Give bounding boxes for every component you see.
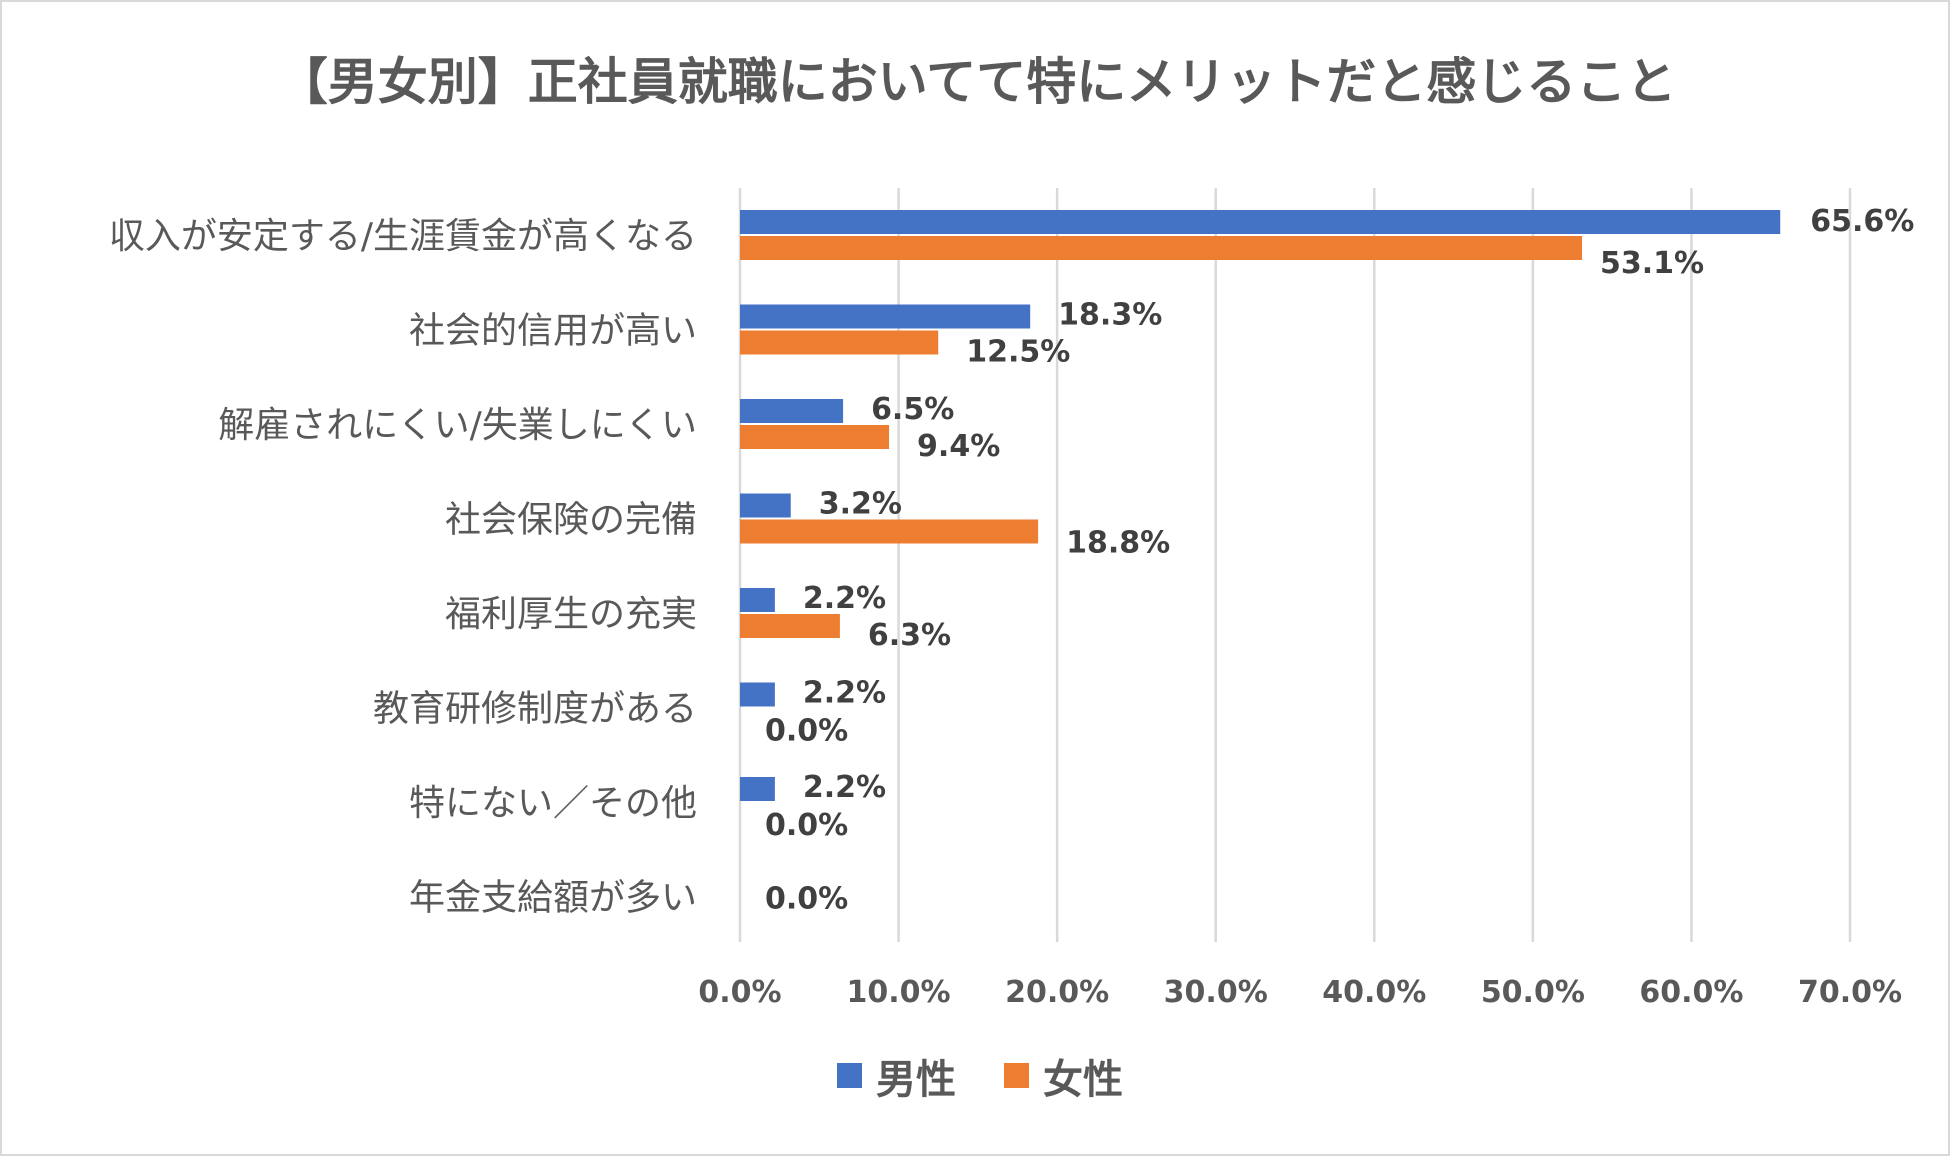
female-data-label: 0.0%: [765, 808, 848, 843]
male-bar: [740, 588, 775, 612]
male-legend-swatch: [837, 1063, 862, 1088]
x-tick-label: 20.0%: [1005, 975, 1109, 1010]
male-data-label: 2.2%: [803, 676, 886, 711]
female-data-label: 0.0%: [765, 714, 848, 749]
category-label: 福利厚生の充実: [445, 594, 697, 635]
female-data-label: 6.3%: [868, 618, 951, 653]
x-tick-label: 70.0%: [1798, 975, 1902, 1010]
male-data-label: 3.2%: [819, 487, 902, 522]
category-label: 特にない／その他: [409, 783, 697, 824]
male-data-label: 6.5%: [871, 392, 954, 427]
male-bar: [740, 304, 1031, 329]
male-data-label: 65.6%: [1810, 204, 1914, 239]
male-bar: [740, 210, 1781, 234]
category-label: 年金支給額が多い: [409, 878, 697, 919]
female-bar: [740, 236, 1583, 260]
female-bar: [740, 425, 890, 449]
category-label: 社会的信用が高い: [409, 311, 697, 352]
male-data-label: 2.2%: [803, 581, 886, 616]
male-bar: [740, 777, 775, 801]
female-bar: [740, 519, 1039, 544]
male-bar: [740, 399, 844, 423]
category-label: 解雇されにくい/失業しにくい: [218, 405, 697, 446]
x-tick-label: 30.0%: [1164, 975, 1268, 1010]
female-data-label: 0.0%: [765, 882, 848, 917]
female-data-label: 18.8%: [1066, 526, 1170, 561]
female-data-label: 9.4%: [917, 429, 1000, 464]
female-bar: [740, 330, 939, 355]
male-bar: [740, 493, 791, 518]
chart-title: 【男女別】正社員就職においてて特にメリットだと感じること: [278, 53, 1677, 111]
category-label: 社会保険の完備: [445, 500, 697, 541]
female-data-label: 12.5%: [966, 335, 1070, 370]
male-legend-label: 男性: [876, 1057, 956, 1103]
male-bar: [740, 682, 775, 707]
x-tick-label: 50.0%: [1481, 975, 1585, 1010]
x-tick-label: 60.0%: [1639, 975, 1743, 1010]
category-label: 収入が安定する/生涯賃金が高くなる: [109, 216, 697, 257]
x-tick-label: 10.0%: [847, 975, 951, 1010]
female-legend-label: 女性: [1043, 1057, 1123, 1103]
x-tick-label: 0.0%: [698, 975, 781, 1010]
x-tick-label: 40.0%: [1322, 975, 1426, 1010]
male-data-label: 2.2%: [803, 770, 886, 805]
category-label: 教育研修制度がある: [373, 689, 697, 730]
female-data-label: 53.1%: [1600, 246, 1704, 281]
male-data-label: 18.3%: [1058, 298, 1162, 333]
female-legend-swatch: [1004, 1063, 1029, 1088]
female-bar: [740, 614, 840, 638]
